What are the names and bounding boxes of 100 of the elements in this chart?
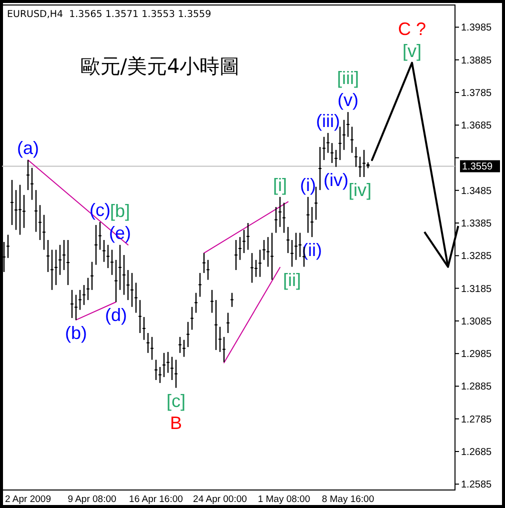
candlestick (194, 292, 198, 314)
candlestick (294, 232, 298, 260)
text: (i) (300, 174, 316, 195)
candlestick (2, 241, 6, 273)
annotation: EURUSD,H4 1.3565 1.3571 1.3553 1.3559 (7, 9, 212, 20)
candlestick (218, 326, 222, 353)
text: (b) (65, 322, 87, 343)
y-tick-label: 1.3785 (461, 88, 492, 99)
candlestick (166, 351, 170, 374)
candlestick (246, 222, 250, 250)
candlestick (82, 284, 86, 306)
candlestick (258, 249, 262, 278)
text: [i] (272, 174, 288, 195)
candlestick (74, 294, 78, 321)
candlestick (90, 261, 94, 291)
text: 歐元/美元4小時圖 (80, 54, 240, 78)
candlestick (154, 359, 158, 381)
candlestick (78, 289, 82, 310)
candlestick (202, 252, 206, 274)
y-tick-label: 1.3385 (461, 218, 492, 230)
candlestick (198, 272, 202, 298)
candlestick (338, 126, 342, 161)
candlestick (278, 196, 282, 228)
candlestick (234, 239, 238, 271)
candlestick (310, 206, 314, 238)
candlestick (54, 249, 58, 286)
candlestick (162, 352, 166, 378)
candlestick (354, 146, 358, 168)
candlestick (70, 289, 74, 319)
y-tick-label: 1.3985 (461, 22, 492, 34)
candlestick (106, 244, 110, 269)
candlestick (98, 221, 102, 250)
x-tick-label: 2 Apr 2009 (5, 494, 51, 505)
price-label: 1.3559 (460, 160, 500, 173)
candlestick (102, 239, 106, 262)
candlestick (62, 239, 66, 271)
text: (iii) (316, 110, 340, 131)
candlestick (322, 136, 326, 161)
candlestick (274, 206, 278, 234)
candlestick (14, 189, 18, 230)
candlestick (342, 119, 346, 151)
candlestick (266, 236, 270, 268)
y-tick-label: 1.3085 (461, 316, 492, 328)
candlestick (330, 142, 334, 164)
y-tick-label: 1.2585 (461, 480, 492, 491)
candlestick (206, 259, 210, 280)
candlestick (158, 366, 162, 384)
y-tick-label: 1.2985 (461, 349, 492, 360)
candlestick (178, 336, 182, 354)
candlestick (334, 149, 338, 168)
y-tick-label: 1.2685 (461, 446, 492, 458)
candlestick (182, 339, 186, 358)
y-tick-label: 1.3885 (461, 55, 492, 66)
text: [iv] (348, 180, 372, 200)
candlestick (190, 306, 194, 330)
candlestick (318, 146, 322, 191)
text: (c) (90, 200, 110, 220)
candlestick (22, 194, 26, 229)
candlestick (6, 234, 10, 259)
candlestick (34, 189, 38, 232)
candlestick (134, 282, 138, 314)
candlestick (58, 244, 62, 276)
y-tick-label: 1.2785 (461, 414, 492, 426)
y-tick-label: 1.3285 (461, 251, 492, 262)
candlestick (262, 239, 266, 260)
candlestick (26, 159, 30, 191)
candlestick (282, 202, 286, 234)
candlestick (150, 336, 154, 360)
candlestick (118, 244, 122, 291)
text: (a) (17, 138, 39, 158)
candlestick (210, 289, 214, 314)
data-label: C ? [v] (398, 18, 426, 61)
candlestick (146, 332, 150, 354)
x-tick-label: 8 May 16:00 (322, 494, 374, 505)
candlestick (298, 232, 302, 258)
candlestick (94, 224, 98, 266)
candlestick (186, 321, 190, 348)
candlestick (270, 232, 274, 280)
candlestick (290, 239, 294, 268)
candlestick (222, 336, 226, 363)
candlestick (170, 356, 174, 381)
candlestick (346, 111, 350, 138)
candlestick (174, 359, 178, 388)
candlestick (110, 249, 114, 276)
candlestick (286, 226, 290, 254)
candlestick (66, 239, 70, 286)
y-tick-label: 1.3685 (461, 120, 492, 132)
y-tick-label: 1.2885 (461, 382, 492, 393)
candlestick (326, 132, 330, 154)
candlestick (46, 239, 50, 273)
x-tick-label: 9 Apr 08:00 (68, 494, 116, 505)
candlestick (238, 236, 242, 260)
x-tick-label: 1 May 08:00 (258, 494, 310, 505)
text: [ii] (283, 270, 301, 290)
candlestick (214, 299, 218, 351)
candlestick (250, 252, 254, 284)
candlestick (126, 269, 130, 301)
text: [iii] (v) (337, 68, 359, 110)
candlestick (30, 167, 34, 200)
candlestick (242, 229, 246, 254)
